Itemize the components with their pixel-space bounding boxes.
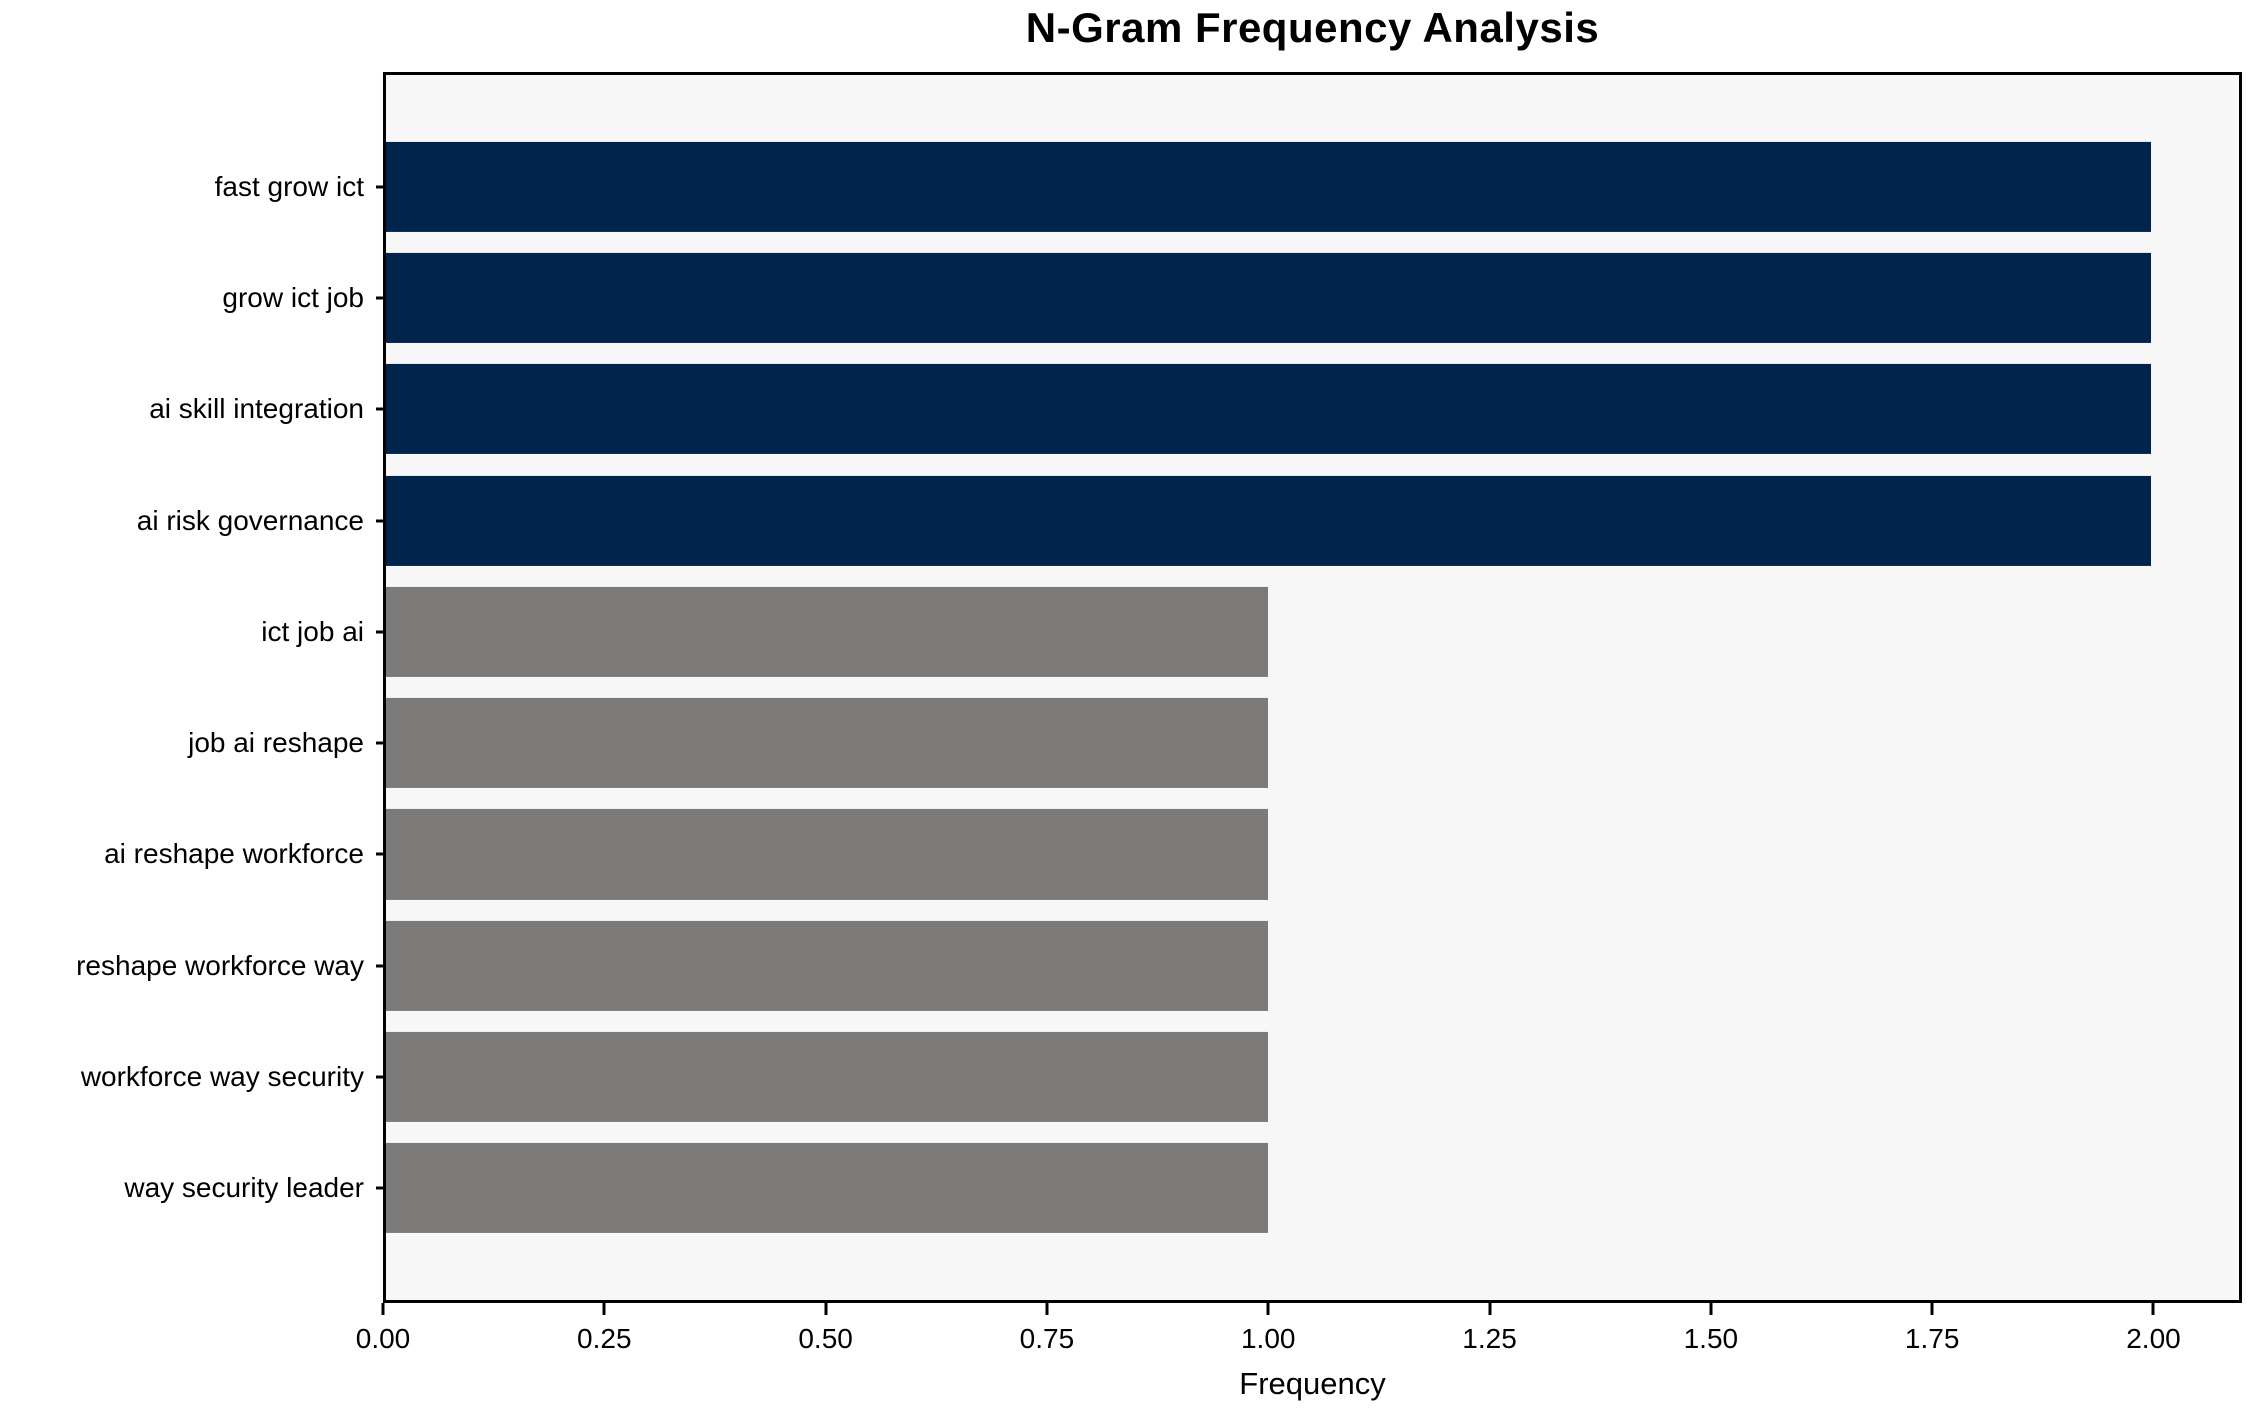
bar	[386, 1143, 1269, 1234]
y-tick-mark	[376, 964, 386, 968]
y-tick-mark	[376, 519, 386, 523]
bar-row: ai risk governance	[137, 465, 2239, 576]
x-tick-mark	[381, 1303, 385, 1315]
y-tick-label: job ai reshape	[188, 727, 364, 759]
bar-row: ai skill integration	[149, 354, 2239, 465]
y-tick-label: reshape workforce way	[76, 949, 364, 981]
y-tick-mark	[376, 1075, 386, 1079]
bar-row: fast grow ict	[215, 131, 2239, 242]
y-tick-label: fast grow ict	[214, 170, 364, 202]
bar	[386, 364, 2151, 455]
y-tick-mark	[376, 1186, 386, 1190]
y-tick-label: workforce way security	[80, 1061, 364, 1093]
x-tick-mark	[2151, 1303, 2155, 1315]
x-tick-label: 1.50	[1683, 1323, 1739, 1354]
x-tick-mark	[1266, 1303, 1270, 1315]
y-tick-label: ai skill integration	[149, 393, 364, 425]
y-tick-mark	[376, 741, 386, 745]
bar	[386, 698, 1269, 789]
x-axis-label: Frequency	[1239, 1366, 1386, 1401]
bar	[386, 252, 2151, 344]
x-tick-mark	[1930, 1303, 1934, 1315]
y-tick-mark	[376, 630, 386, 634]
x-tick-mark	[1488, 1303, 1492, 1315]
x-tick-label: 0.00	[355, 1323, 411, 1354]
bar	[386, 809, 1269, 900]
x-tick-label: 0.50	[798, 1323, 853, 1354]
y-tick-mark	[376, 185, 386, 189]
x-tick-mark	[824, 1303, 828, 1315]
x-tick-label: 1.75	[1904, 1323, 1960, 1354]
x-tick-label: 1.25	[1462, 1323, 1517, 1354]
x-tick-label: 1.00	[1240, 1323, 1296, 1354]
bar	[386, 1031, 1269, 1123]
y-tick-label: way security leader	[124, 1172, 364, 1204]
bar	[386, 920, 1269, 1011]
x-tick-mark	[602, 1303, 606, 1315]
x-tick-label: 0.75	[1019, 1323, 1075, 1354]
bar-row: reshape workforce way	[76, 910, 2239, 1021]
y-tick-label: ict job ai	[261, 615, 364, 647]
bar	[386, 141, 2151, 232]
y-tick-label: grow ict job	[222, 281, 364, 313]
x-tick-label: 0.25	[577, 1323, 632, 1354]
bar-row: grow ict job	[222, 242, 2239, 353]
y-tick-mark	[376, 407, 386, 411]
y-tick-mark	[376, 296, 386, 300]
bar	[386, 475, 2151, 566]
bar-row: workforce way security	[81, 1021, 2239, 1132]
chart-title: N-Gram Frequency Analysis	[1025, 4, 1600, 51]
bar-row: ict job ai	[261, 576, 2239, 687]
x-tick-mark	[1045, 1303, 1049, 1315]
bar-row: job ai reshape	[188, 687, 2239, 798]
x-tick-mark	[1709, 1303, 1713, 1315]
y-tick-mark	[376, 852, 386, 856]
y-tick-label: ai reshape workforce	[104, 838, 364, 870]
plot-area: fast grow ict grow ict job ai skill integr…	[76, 72, 2242, 1303]
bar-row: ai reshape workforce	[104, 799, 2239, 910]
bar-row: way security leader	[124, 1133, 2239, 1244]
bars-container: fast grow ict grow ict job ai skill integr…	[76, 75, 2239, 1300]
x-tick-label: 2.00	[2126, 1323, 2181, 1354]
bar	[386, 586, 1269, 677]
y-tick-label: ai risk governance	[136, 504, 364, 536]
